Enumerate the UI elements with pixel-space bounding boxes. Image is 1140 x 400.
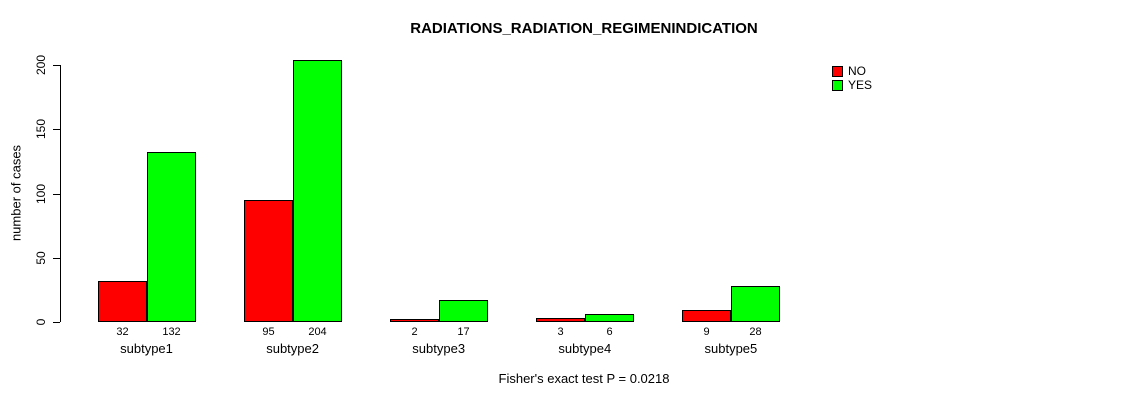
legend-swatch-no xyxy=(832,65,843,77)
y-tick-label: 50 xyxy=(34,251,48,265)
bar-value-label-yes-subtype3: 17 xyxy=(457,326,470,338)
y-tick-label: 0 xyxy=(34,318,48,326)
category-label-subtype5: subtype5 xyxy=(704,341,758,356)
legend-item-no: NO xyxy=(832,64,872,78)
chart-title: RADIATIONS_RADIATION_REGIMENINDICATION xyxy=(410,20,758,37)
legend-swatch-yes xyxy=(832,79,843,91)
y-tick-mark xyxy=(53,194,60,195)
bar-no-subtype1 xyxy=(98,281,147,322)
bar-value-label-yes-subtype1: 132 xyxy=(162,326,181,338)
bar-value-label-no-subtype3: 2 xyxy=(411,326,418,338)
category-label-subtype3: subtype3 xyxy=(412,341,466,356)
bar-no-subtype3 xyxy=(390,319,439,322)
legend: NO YES xyxy=(832,64,872,92)
bar-no-subtype2 xyxy=(244,200,293,322)
bar-value-label-no-subtype1: 32 xyxy=(116,326,129,338)
y-tick-mark xyxy=(53,65,60,66)
legend-label-no: NO xyxy=(848,64,866,78)
y-tick-mark xyxy=(53,258,60,259)
bar-yes-subtype2 xyxy=(293,60,342,322)
y-axis-line xyxy=(60,65,61,322)
legend-item-yes: YES xyxy=(832,78,872,92)
bar-yes-subtype5 xyxy=(731,286,780,322)
bar-value-label-yes-subtype5: 28 xyxy=(749,326,762,338)
bar-no-subtype5 xyxy=(682,310,731,322)
y-tick-label: 200 xyxy=(34,54,48,76)
y-axis-label: number of cases xyxy=(8,144,24,242)
bar-yes-subtype4 xyxy=(585,314,634,322)
category-label-subtype2: subtype2 xyxy=(266,341,319,356)
annotation-text: Fisher's exact test P = 0.0218 xyxy=(498,371,670,386)
bar-value-label-yes-subtype4: 6 xyxy=(606,326,613,338)
legend-label-yes: YES xyxy=(848,78,873,92)
bar-no-subtype4 xyxy=(536,318,585,322)
y-tick-label: 150 xyxy=(34,118,48,140)
y-tick-mark xyxy=(53,322,60,323)
bar-value-label-no-subtype4: 3 xyxy=(557,326,564,338)
bar-yes-subtype1 xyxy=(147,152,196,322)
y-tick-label: 100 xyxy=(34,183,48,205)
y-tick-mark xyxy=(53,129,60,130)
category-label-subtype1: subtype1 xyxy=(120,341,173,356)
bar-value-label-yes-subtype2: 204 xyxy=(308,326,327,338)
bar-value-label-no-subtype5: 9 xyxy=(703,326,710,338)
category-label-subtype4: subtype4 xyxy=(558,341,612,356)
bar-yes-subtype3 xyxy=(439,300,488,322)
bar-value-label-no-subtype2: 95 xyxy=(262,326,275,338)
